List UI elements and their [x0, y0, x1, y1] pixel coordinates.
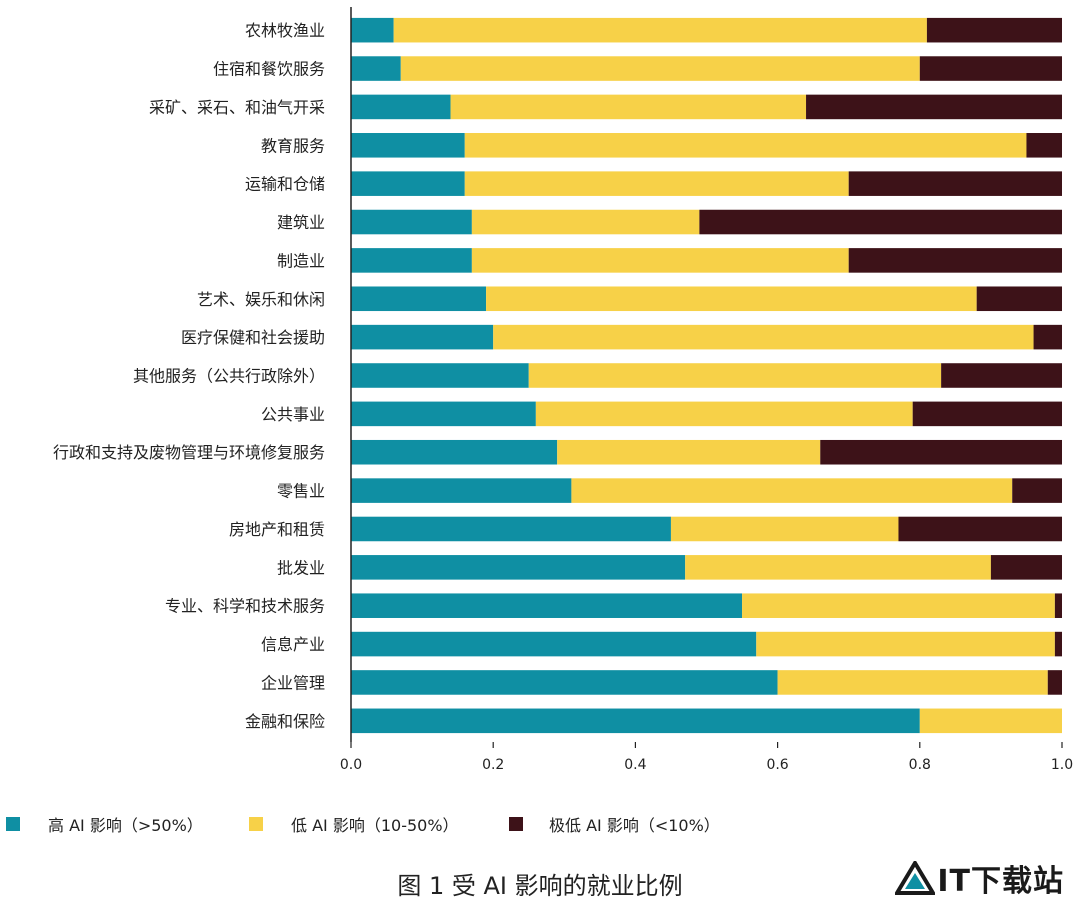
legend-label-low: 低 AI 影响（10-50%）	[291, 816, 459, 835]
bar-segment-high-18	[351, 708, 920, 734]
bar-segment-high-15	[351, 593, 743, 618]
bar-segment-high-10	[351, 401, 536, 427]
bar-segment-high-9	[351, 363, 529, 388]
bar-segment-very-low-8	[1033, 324, 1062, 350]
chart-svg: 农林牧渔业住宿和餐饮服务采矿、采石、和油气开采教育服务运输和仓储建筑业制造业艺术…	[53, 7, 1073, 773]
bar-segment-high-2	[351, 94, 451, 120]
category-label-2: 采矿、采石、和油气开采	[149, 98, 325, 117]
figure-caption: 图 1 受 AI 影响的就业比例	[397, 872, 683, 900]
bar-segment-low-10	[535, 401, 913, 427]
bar-segment-low-9	[528, 363, 942, 388]
bar-segment-very-low-9	[941, 363, 1062, 388]
bar-segment-very-low-10	[912, 401, 1062, 427]
legend: 高 AI 影响（>50%） 低 AI 影响（10-50%） 极低 AI 影响（<…	[0, 812, 1080, 842]
x-tick-label-0: 0.0	[340, 757, 362, 773]
bars-group	[351, 17, 1062, 734]
bar-segment-low-4	[464, 171, 849, 196]
bar-segment-low-2	[450, 94, 807, 120]
bar-segment-high-5	[351, 209, 472, 235]
site-logo: IT下载站	[895, 856, 1064, 900]
bar-segment-very-low-1	[919, 56, 1062, 81]
bar-segment-low-11	[557, 439, 821, 465]
bar-segment-high-3	[351, 133, 465, 158]
category-label-10: 公共事业	[261, 405, 325, 424]
bar-segment-low-18	[919, 708, 1062, 734]
bar-segment-very-low-0	[926, 17, 1062, 43]
bar-segment-very-low-4	[848, 171, 1062, 196]
bar-segment-very-low-15	[1054, 593, 1062, 618]
category-labels: 农林牧渔业住宿和餐饮服务采矿、采石、和油气开采教育服务运输和仓储建筑业制造业艺术…	[53, 21, 325, 731]
bar-segment-low-6	[471, 248, 849, 273]
bar-segment-low-14	[685, 555, 991, 580]
legend-swatch-very-low	[509, 817, 523, 831]
bar-segment-high-13	[351, 516, 671, 542]
bar-segment-very-low-11	[820, 439, 1062, 465]
bar-segment-very-low-3	[1026, 133, 1062, 158]
category-label-1: 住宿和餐饮服务	[213, 60, 325, 79]
bar-segment-low-16	[756, 631, 1055, 657]
category-label-17: 企业管理	[261, 673, 325, 692]
legend-item-low: 低 AI 影响（10-50%）	[249, 812, 459, 836]
category-label-14: 批发业	[277, 558, 325, 577]
category-label-15: 专业、科学和技术服务	[165, 597, 325, 616]
bar-segment-very-low-16	[1054, 631, 1062, 657]
bar-segment-low-0	[393, 17, 927, 43]
category-label-7: 艺术、娱乐和休闲	[197, 290, 325, 309]
x-tick-label-4: 0.8	[909, 757, 931, 773]
legend-swatch-low	[249, 817, 263, 831]
bar-segment-high-1	[351, 56, 401, 81]
bar-segment-very-low-5	[699, 209, 1062, 235]
bar-segment-high-16	[351, 631, 757, 657]
logo-text: IT下载站	[937, 864, 1064, 899]
category-label-16: 信息产业	[261, 635, 325, 654]
category-label-4: 运输和仓储	[245, 175, 325, 194]
bar-segment-high-0	[351, 17, 394, 43]
category-label-8: 医疗保健和社会援助	[181, 328, 325, 347]
bar-segment-high-4	[351, 171, 465, 196]
bar-segment-very-low-13	[898, 516, 1062, 542]
x-tick-label-5: 1.0	[1051, 757, 1073, 773]
x-tick-label-3: 0.6	[766, 757, 788, 773]
category-label-18: 金融和保险	[245, 712, 325, 731]
legend-item-high: 高 AI 影响（>50%）	[6, 812, 203, 836]
bar-segment-very-low-2	[806, 94, 1062, 120]
bar-segment-low-7	[486, 286, 977, 312]
bar-segment-low-5	[471, 209, 700, 235]
x-axis: 0.0 0.2 0.4 0.6 0.8 1.0	[340, 742, 1073, 773]
bar-segment-low-15	[742, 593, 1055, 618]
category-label-6: 制造业	[277, 251, 325, 270]
bar-segment-high-14	[351, 555, 686, 580]
bar-segment-high-11	[351, 439, 558, 465]
bar-segment-very-low-17	[1047, 670, 1062, 695]
legend-swatch-high	[6, 817, 20, 831]
legend-label-very-low: 极低 AI 影响（<10%）	[549, 816, 720, 835]
category-label-0: 农林牧渔业	[245, 21, 325, 40]
bar-segment-very-low-7	[976, 286, 1062, 312]
category-label-9: 其他服务（公共行政除外）	[133, 367, 325, 386]
bar-segment-high-8	[351, 324, 494, 350]
bar-segment-high-6	[351, 248, 472, 273]
bar-segment-high-17	[351, 670, 778, 695]
category-label-11: 行政和支持及废物管理与环境修复服务	[53, 443, 325, 462]
triangle-logo-icon	[895, 861, 936, 895]
x-tick-label-2: 0.4	[624, 757, 646, 773]
category-label-3: 教育服务	[261, 136, 325, 155]
bar-segment-low-13	[670, 516, 899, 542]
bar-segment-low-17	[777, 670, 1048, 695]
legend-label-high: 高 AI 影响（>50%）	[48, 816, 203, 835]
bar-segment-low-1	[400, 56, 920, 81]
x-tick-label-1: 0.2	[482, 757, 504, 773]
bar-segment-high-7	[351, 286, 487, 312]
category-label-5: 建筑业	[277, 213, 325, 232]
bar-segment-low-3	[464, 133, 1027, 158]
bar-segment-very-low-6	[848, 248, 1062, 273]
bar-segment-very-low-12	[1012, 478, 1062, 503]
category-label-12: 零售业	[277, 482, 325, 501]
category-label-13: 房地产和租赁	[229, 520, 325, 539]
bar-segment-high-12	[351, 478, 572, 503]
legend-item-very-low: 极低 AI 影响（<10%）	[509, 812, 720, 836]
bar-segment-very-low-14	[990, 555, 1062, 580]
bar-segment-low-12	[571, 478, 1013, 503]
bar-segment-low-8	[493, 324, 1034, 350]
